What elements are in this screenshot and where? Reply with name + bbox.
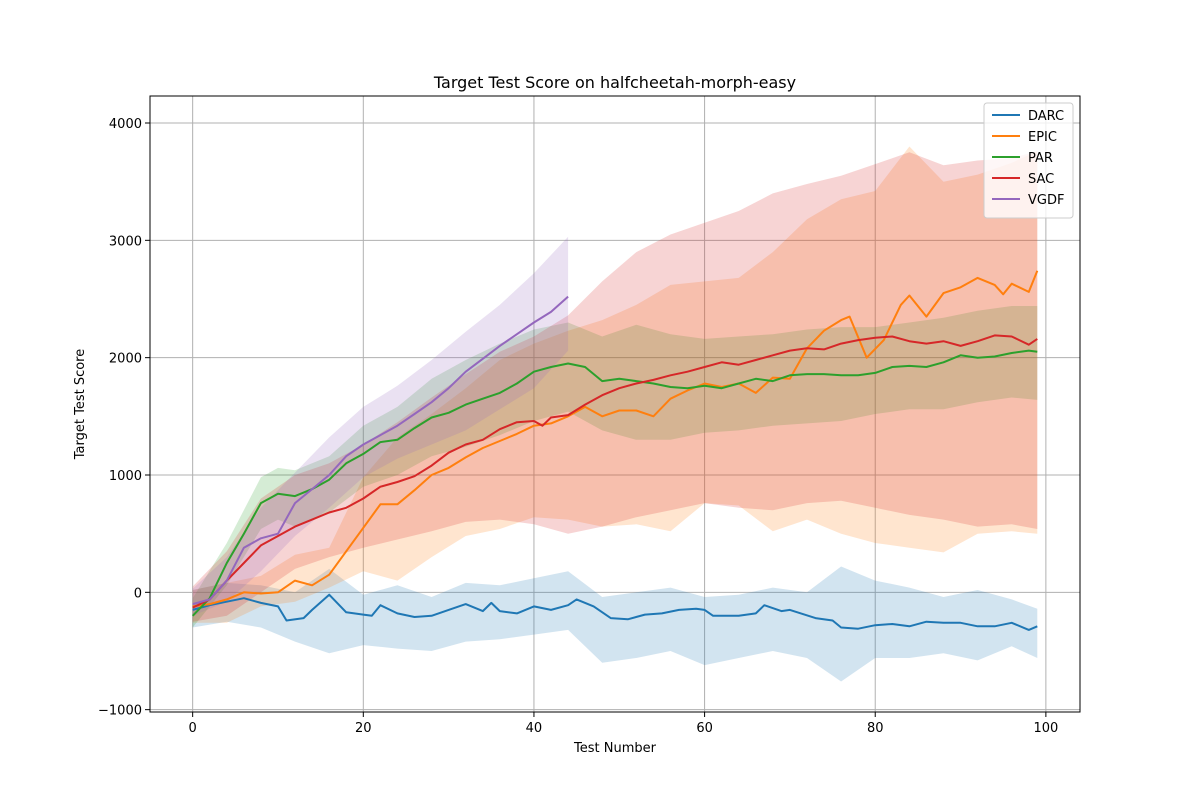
x-tick-label: 40 (526, 721, 543, 736)
x-tick-label: 60 (696, 721, 713, 736)
epic-line (192, 270, 1039, 608)
par-band (192, 306, 1038, 628)
legend-label-sac: SAC (1028, 172, 1054, 187)
legend-label-vgdf: VGDF (1028, 193, 1064, 208)
legend: DARC EPIC PAR SAC VGDF (983, 102, 1074, 219)
sac-line (192, 334, 1038, 609)
confidence-bands (192, 146, 1038, 682)
sac-band (192, 151, 1038, 622)
y-tick-label: 3000 (109, 234, 142, 249)
x-tick-label: 100 (1033, 721, 1058, 736)
legend-label-epic: EPIC (1028, 130, 1057, 145)
par-line (191, 349, 1038, 617)
y-tick-label: 4000 (109, 117, 142, 132)
y-tick-label: −1000 (98, 704, 142, 719)
plot-frame (149, 95, 1081, 713)
axis-ticks: 0 20 40 60 80 100 −1000 0 1000 2000 3000 4000 (98, 117, 1058, 736)
vgdf-line (192, 295, 569, 606)
darc-line (192, 593, 1038, 631)
series-lines (191, 270, 1039, 631)
legend-box (983, 102, 1074, 219)
legend-label-par: PAR (1028, 151, 1053, 166)
x-tick-label: 80 (867, 721, 884, 736)
y-tick-label: 0 (134, 586, 142, 601)
darc-band (192, 566, 1038, 682)
y-tick-label: 1000 (109, 469, 142, 484)
vgdf-band (192, 236, 569, 616)
chart-title: Target Test Score on halfcheetah-morph-e… (433, 73, 796, 92)
y-axis-label: Target Test Score (73, 349, 88, 461)
epic-band (192, 146, 1038, 623)
legend-label-darc: DARC (1028, 109, 1064, 124)
x-tick-label: 20 (355, 721, 372, 736)
x-axis-label: Test Number (573, 741, 657, 756)
y-tick-label: 2000 (109, 352, 142, 367)
x-tick-label: 0 (189, 721, 197, 736)
